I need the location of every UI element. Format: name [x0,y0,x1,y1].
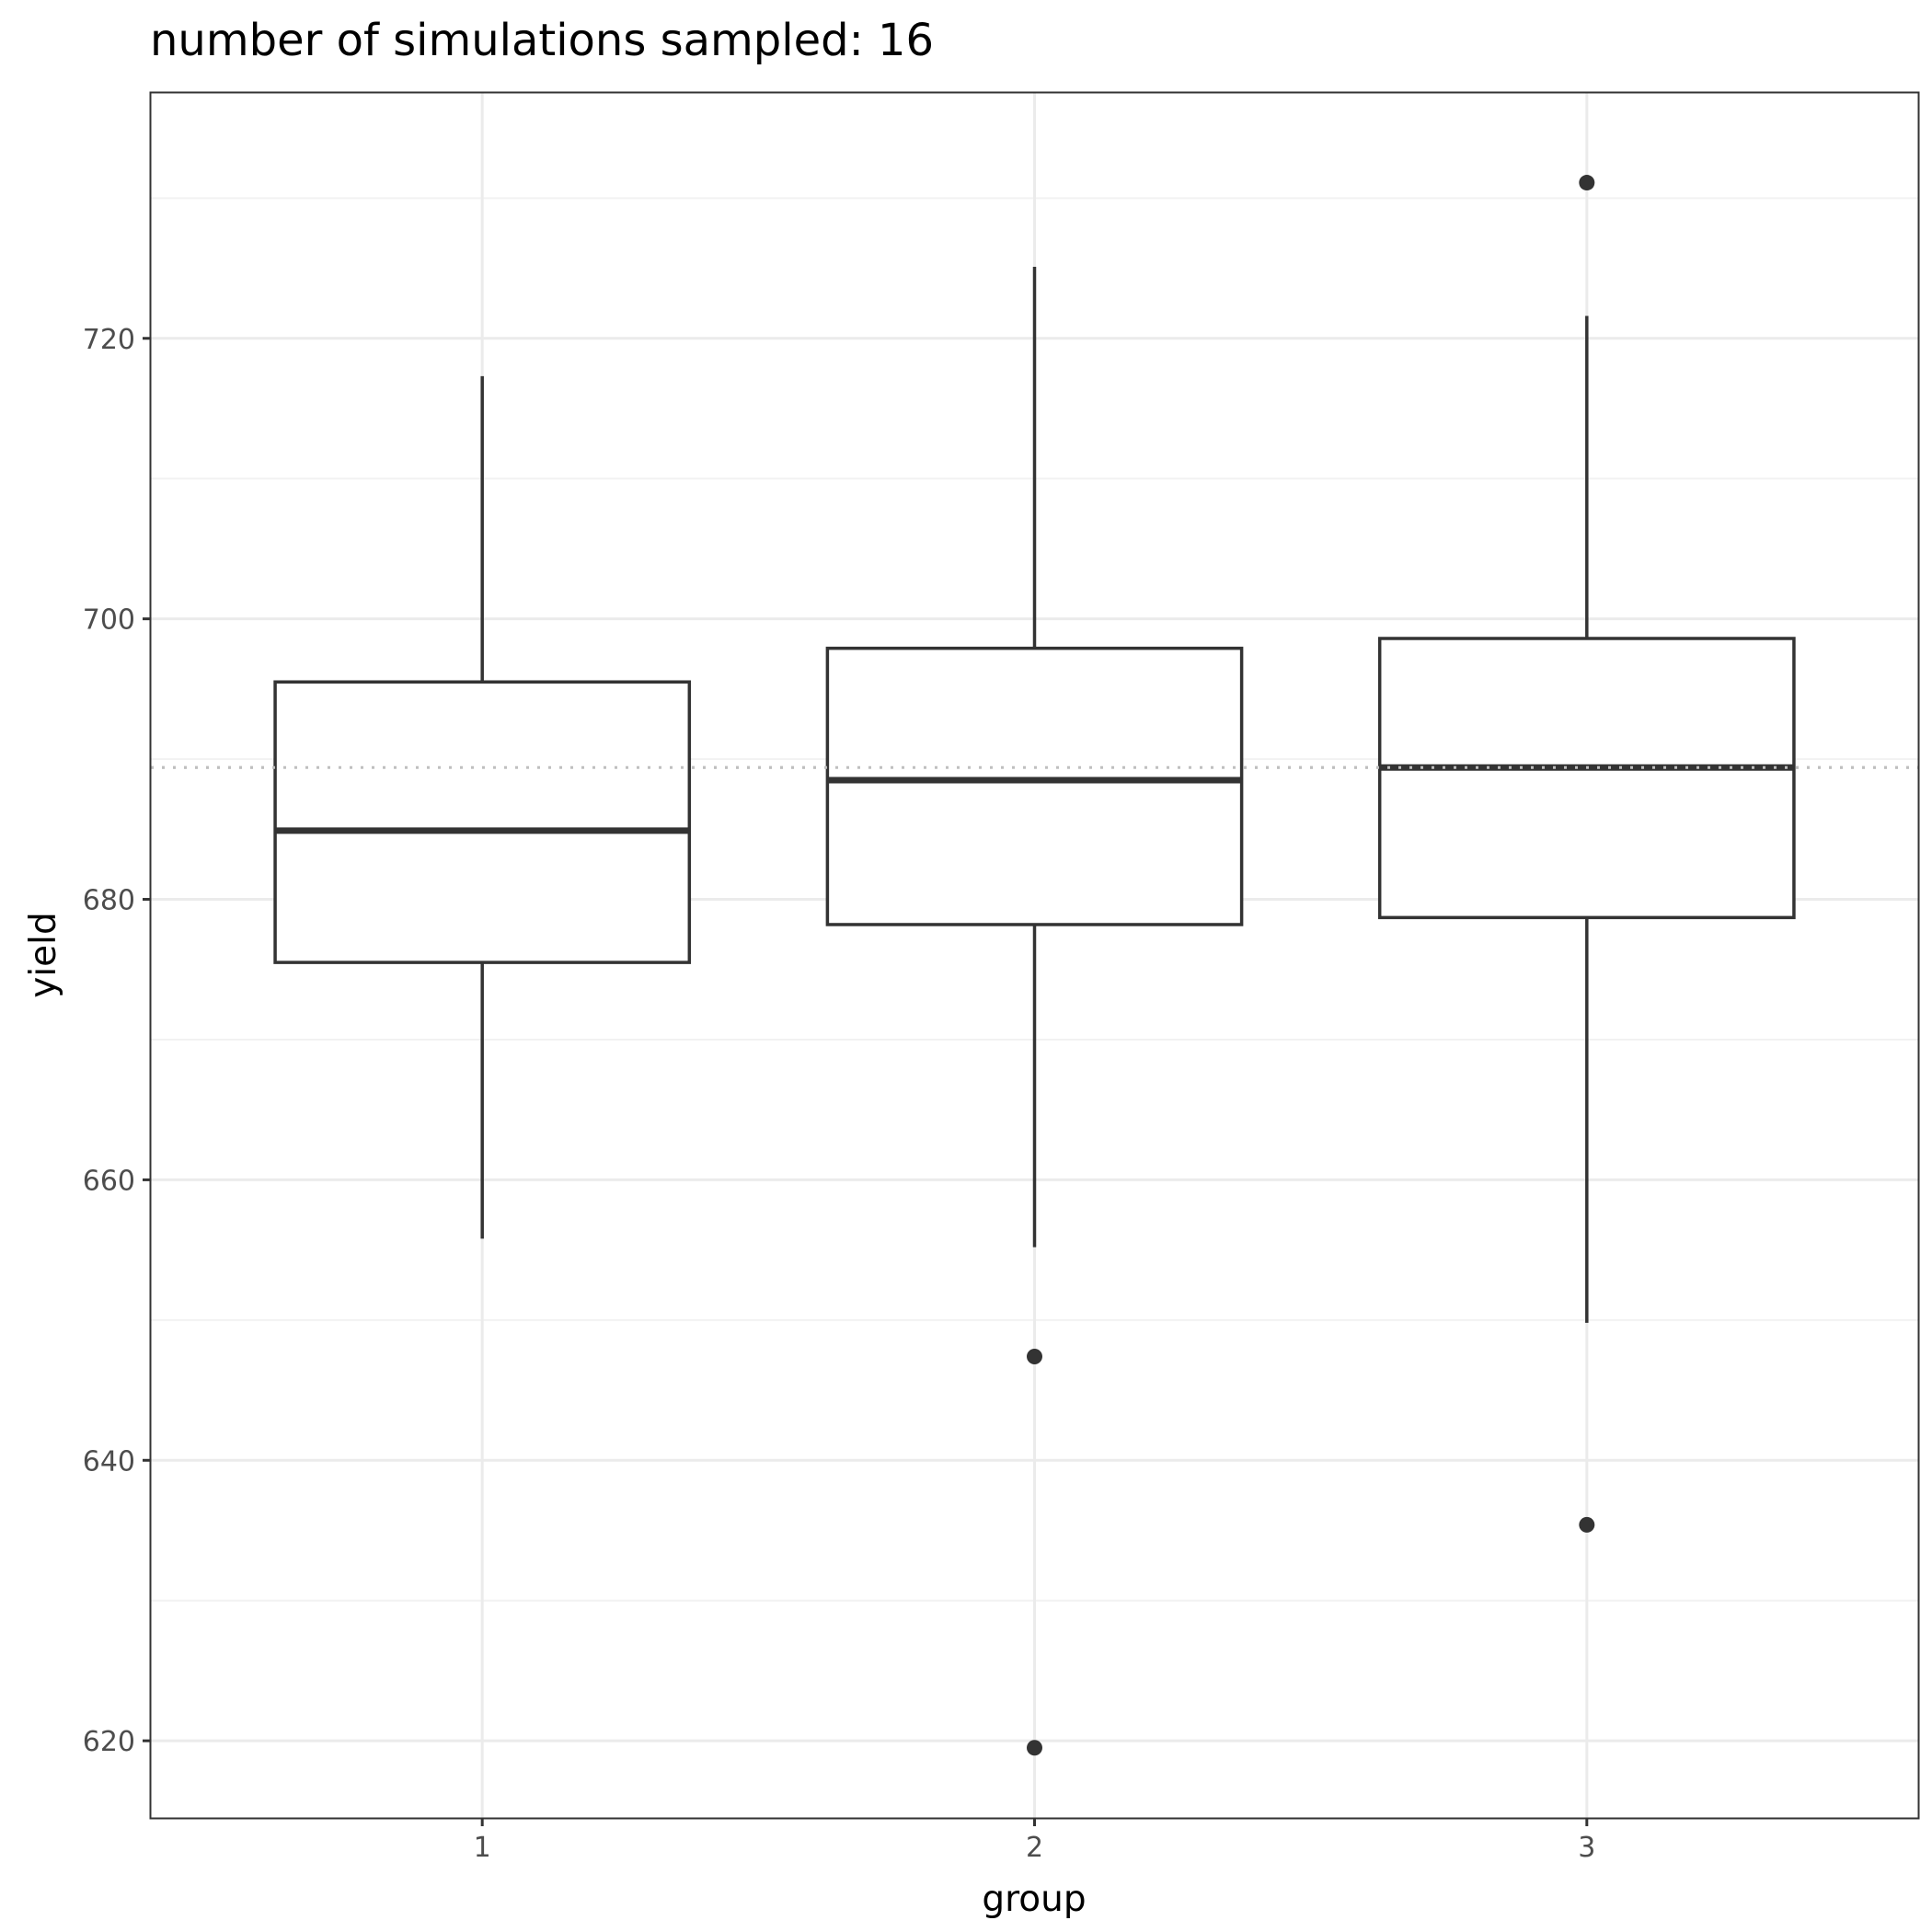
x-tick-label: 2 [1026,1832,1043,1864]
y-tick-label: 640 [83,1445,135,1478]
boxes [151,175,1918,1756]
y-axis: 620 640 660 680 700 720 [83,324,151,1758]
box-iqr [825,646,1244,926]
x-axis-title: group [982,1879,1086,1920]
x-tick-label: 1 [474,1832,491,1864]
box-iqr [273,680,692,964]
outlier-point [1027,1740,1042,1756]
outlier-point [1579,175,1595,191]
box-group-2 [825,267,1244,1756]
y-tick-label: 660 [83,1165,135,1197]
y-tick-label: 720 [83,324,135,356]
x-tick-label: 3 [1578,1832,1595,1864]
outlier-point [1579,1516,1595,1533]
y-tick-label: 700 [83,604,135,637]
y-tick-label: 680 [83,885,135,917]
box-group-3 [1377,175,1796,1533]
y-axis-title: yield [23,912,64,998]
chart-title: number of simulations sampled: 16 [150,15,934,66]
outlier-point [1027,1348,1042,1364]
y-tick-label: 620 [83,1726,135,1758]
box-group-1 [273,375,692,1239]
box-iqr [1377,637,1796,920]
x-axis: 1 2 3 [474,1818,1595,1864]
